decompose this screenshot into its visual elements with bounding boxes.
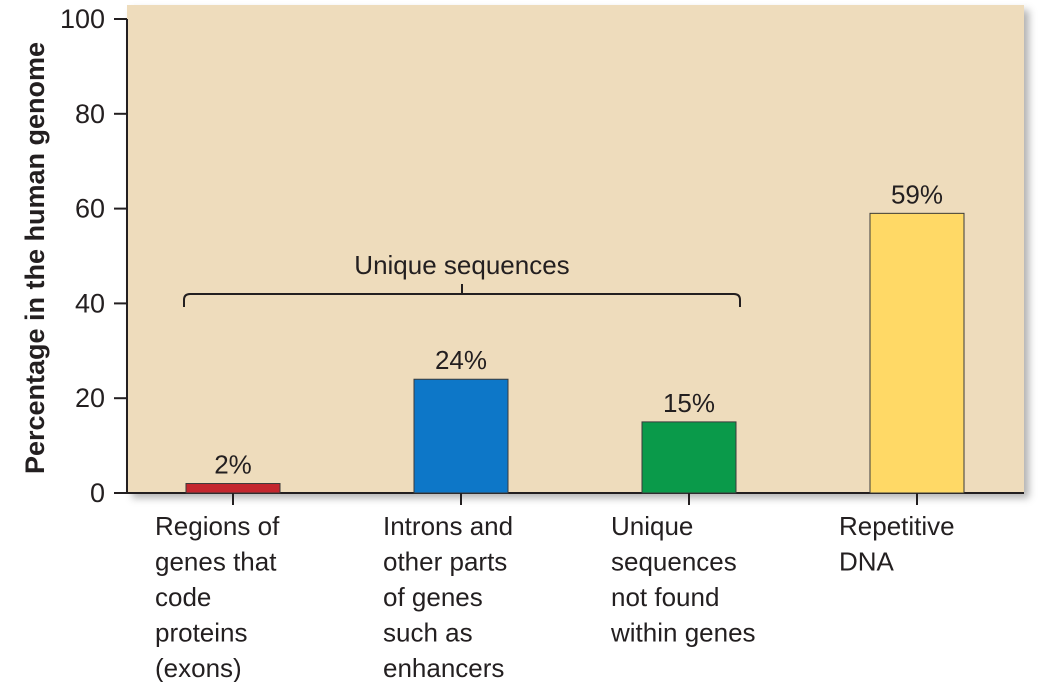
bar [185,483,281,494]
y-tick-label: 80 [75,99,105,129]
chart-layer: 0 20 40 60 80 100 2% Regions of genes that code pr… [60,4,1024,682]
data-label: 24% [435,345,487,375]
x-tick-label: Repetitive [839,511,955,541]
bar [641,421,737,494]
y-tick-label: 100 [60,4,105,34]
data-label: 15% [663,388,715,418]
y-axis-label: Percentage in the human genome [20,42,50,474]
data-label: 59% [891,179,943,209]
x-tick-label: Regions of [155,511,280,541]
x-tick-label: (exons) [155,653,242,682]
x-tick-label: proteins [155,618,248,648]
y-tick-label: 40 [75,288,105,318]
x-tick-label: sequences [611,547,737,577]
x-tick-label: within genes [610,618,756,648]
x-tick-label: Unique [611,511,693,541]
x-tick-label: DNA [839,547,895,577]
x-tick-label: Introns and [383,511,513,541]
x-tick-label: code [155,582,211,612]
bar [869,212,965,494]
x-tick-label: such as [383,618,473,648]
data-label: 2% [214,450,252,480]
x-tick-label: other parts [383,547,507,577]
y-tick-label: 0 [90,478,105,508]
x-tick-label: genes that [155,547,277,577]
x-tick-label: not found [611,582,719,612]
x-tick-label: of genes [383,582,483,612]
x-tick-label: enhancers [383,653,504,682]
annotation-label: Unique sequences [354,250,569,280]
y-tick-label: 60 [75,194,105,224]
y-tick-label: 20 [75,383,105,413]
bar [413,378,509,494]
